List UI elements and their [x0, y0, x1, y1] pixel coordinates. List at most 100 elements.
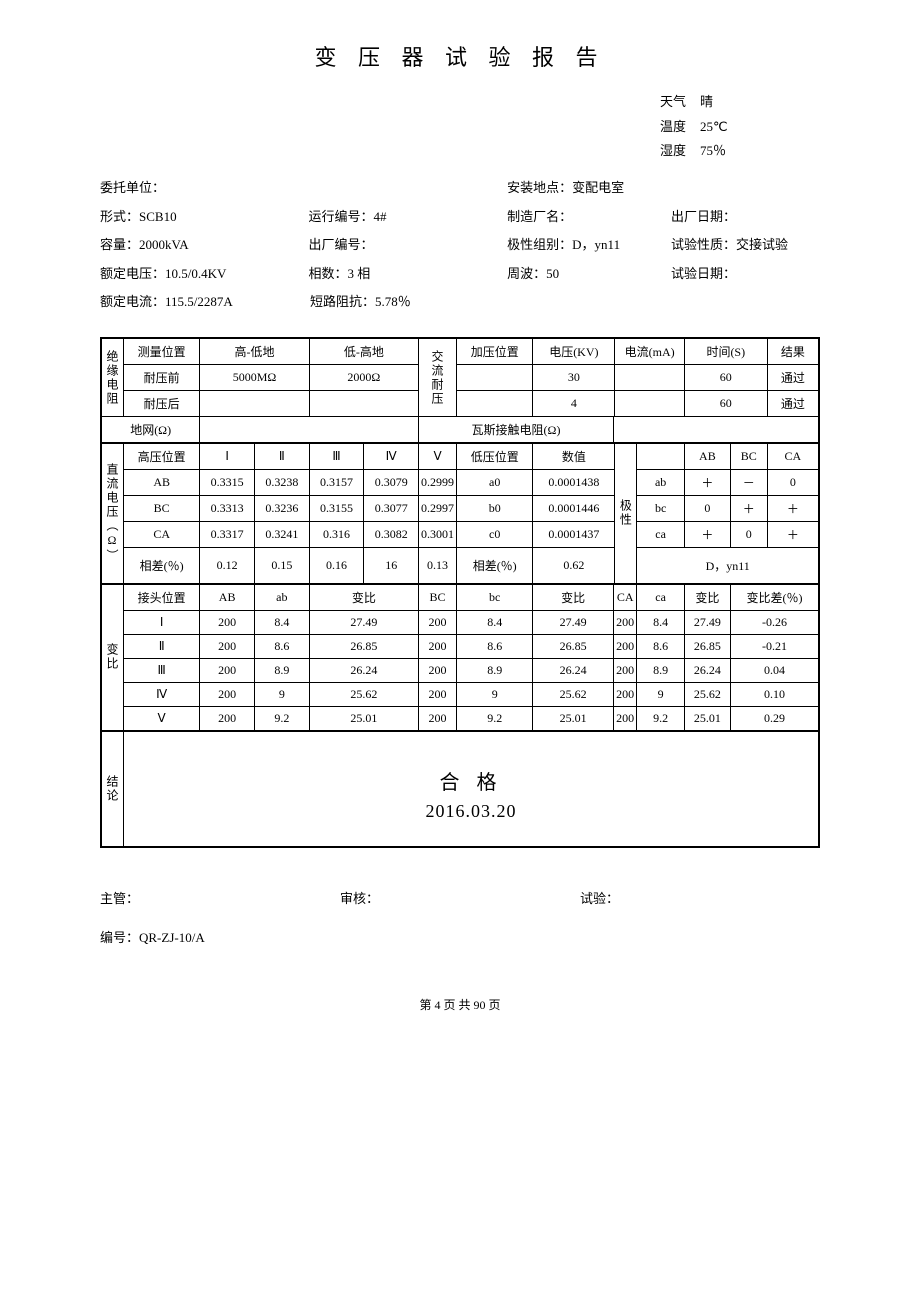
info-location: 安装地点：变配电室 — [507, 174, 671, 203]
cell: 200 — [613, 610, 636, 634]
pol-row-ca: ca — [637, 522, 684, 548]
info-freq: 周波：50 — [507, 260, 671, 289]
ratio-h5: bc — [457, 584, 533, 611]
ins-h4: 加压位置 — [457, 338, 533, 365]
ground-label: 地网(Ω) — [101, 417, 200, 444]
info-grid: 委托单位： 安装地点：变配电室 形式：SCB10 运行编号：4# 制造厂名： 出… — [100, 174, 820, 317]
cell: 25.01 — [309, 706, 418, 731]
ratio-row: Ⅴ 200 9.2 25.01 200 9.2 25.01 200 9.2 25… — [101, 706, 819, 731]
cell: 8.9 — [637, 658, 684, 682]
cell: 0.3238 — [254, 470, 309, 496]
cell: － — [730, 470, 767, 496]
dc-cI: Ⅰ — [200, 443, 255, 470]
cell: 200 — [613, 658, 636, 682]
cell: 200 — [419, 610, 457, 634]
ratio-h4: BC — [419, 584, 457, 611]
dc-cIV: Ⅳ — [364, 443, 419, 470]
cell: 0.29 — [730, 706, 819, 731]
cell: 26.85 — [533, 634, 614, 658]
cell: 25.01 — [533, 706, 614, 731]
temp-value: 25℃ — [700, 119, 728, 134]
cell: 0.3315 — [200, 470, 255, 496]
ratio-row: Ⅰ 200 8.4 27.49 200 8.4 27.49 200 8.4 27… — [101, 610, 819, 634]
ratio-h9: 变比 — [684, 584, 730, 611]
cell: 16 — [364, 548, 419, 584]
humidity-value: 75％ — [700, 143, 726, 158]
dc-cIII: Ⅲ — [309, 443, 364, 470]
cell: ＋ — [730, 496, 767, 522]
cell: 0.3155 — [309, 496, 364, 522]
cell: 27.49 — [309, 610, 418, 634]
pol-row-bc: bc — [637, 496, 684, 522]
dc-r2: BC — [124, 496, 200, 522]
cell: b0 — [457, 496, 533, 522]
dc-h1: 高压位置 — [124, 443, 200, 470]
cell: 0.0001438 — [533, 470, 615, 496]
cell: 200 — [419, 682, 457, 706]
info-client: 委托单位： — [100, 174, 309, 203]
cell: 200 — [200, 658, 255, 682]
cell: 8.4 — [457, 610, 533, 634]
cell: ＋ — [767, 496, 819, 522]
cell: 200 — [200, 634, 255, 658]
cell: 8.9 — [254, 658, 309, 682]
ins-r1t: 60 — [684, 365, 767, 391]
cell: 8.4 — [254, 610, 309, 634]
dc-vlabel: 直流电压（Ω） — [101, 443, 124, 584]
dc-h3: 数值 — [533, 443, 615, 470]
ins-r1r: 通过 — [767, 365, 819, 391]
cell: 0.3157 — [309, 470, 364, 496]
cell: ＋ — [767, 522, 819, 548]
cell: 0.10 — [730, 682, 819, 706]
cell: 200 — [613, 682, 636, 706]
cell: 0.15 — [254, 548, 309, 584]
ins-h3: 低-高地 — [309, 338, 418, 365]
ratio-vlabel: 变比 — [101, 584, 124, 731]
cell: 200 — [613, 634, 636, 658]
dc-cII: Ⅱ — [254, 443, 309, 470]
cell: 9.2 — [637, 706, 684, 731]
cell: 26.85 — [684, 634, 730, 658]
info-mfrdate: 出厂日期： — [671, 203, 820, 232]
ins-r1v: 30 — [533, 365, 615, 391]
ratio-h10: 变比差(％) — [730, 584, 819, 611]
cell: 0.12 — [200, 548, 255, 584]
cell: 8.6 — [457, 634, 533, 658]
cell: 0.0001446 — [533, 496, 615, 522]
ratio-h3: 变比 — [309, 584, 418, 611]
gas-label: 瓦斯接触电阻(Ω) — [419, 417, 614, 444]
pol-AB: AB — [684, 443, 730, 470]
cell: 0.0001437 — [533, 522, 615, 548]
ratio-h8: ca — [637, 584, 684, 611]
cell: a0 — [457, 470, 533, 496]
ins-ac: 交流耐压 — [419, 338, 457, 417]
cell: 27.49 — [533, 610, 614, 634]
dc-h2: 低压位置 — [457, 443, 533, 470]
cell: 0 — [684, 496, 730, 522]
cell: ＋ — [684, 522, 730, 548]
doc-number: 编号：QR-ZJ-10/A — [100, 927, 820, 946]
ratio-row: Ⅳ 200 9 25.62 200 9 25.62 200 9 25.62 0.… — [101, 682, 819, 706]
cell: 9 — [457, 682, 533, 706]
cell: -0.26 — [730, 610, 819, 634]
cell: 200 — [419, 706, 457, 731]
info-impedance: 短路阻抗：5.78％ — [310, 288, 510, 317]
info-mfr: 制造厂名： — [507, 203, 671, 232]
pol-vlabel: 极性 — [615, 443, 637, 584]
cell: 25.62 — [533, 682, 614, 706]
ins-r1c2: 5000MΩ — [200, 365, 309, 391]
cell: 200 — [419, 634, 457, 658]
cell: 25.62 — [684, 682, 730, 706]
info-model: 形式：SCB10 — [100, 203, 309, 232]
ratio-row: Ⅱ 200 8.6 26.85 200 8.6 26.85 200 8.6 26… — [101, 634, 819, 658]
weather-block: 天气晴 温度25℃ 湿度75％ — [660, 90, 820, 164]
ratio-h7: CA — [613, 584, 636, 611]
ins-r2v: 4 — [533, 391, 615, 417]
cell: 200 — [419, 658, 457, 682]
ins-h7: 时间(S) — [684, 338, 767, 365]
cell: ＋ — [684, 470, 730, 496]
cell: 0.316 — [309, 522, 364, 548]
ins-h6: 电流(mA) — [615, 338, 684, 365]
ins-h2: 高-低地 — [200, 338, 309, 365]
ratio-h0: 接头位置 — [124, 584, 200, 611]
